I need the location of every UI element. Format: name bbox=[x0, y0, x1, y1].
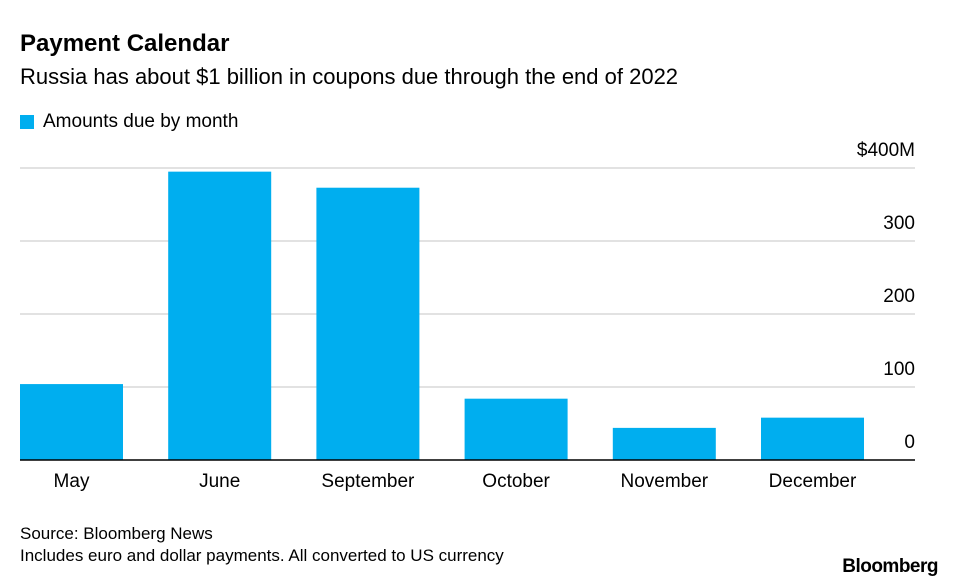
chart-title: Payment Calendar bbox=[20, 30, 230, 57]
x-tick-label: September bbox=[321, 471, 415, 492]
bar-october bbox=[464, 398, 568, 460]
x-tick-label: December bbox=[769, 471, 857, 492]
legend-label: Amounts due by month bbox=[43, 111, 239, 132]
y-tick-label: 100 bbox=[883, 359, 915, 380]
x-tick-label: June bbox=[199, 471, 240, 492]
x-tick-label: May bbox=[54, 471, 90, 492]
chart-subtitle: Russia has about $1 billion in coupons d… bbox=[20, 64, 679, 89]
x-tick-label: October bbox=[482, 471, 550, 492]
source-note: Source: Bloomberg News bbox=[20, 524, 213, 543]
bar-november bbox=[612, 427, 716, 460]
payment-note: Includes euro and dollar payments. All c… bbox=[20, 546, 504, 565]
bar-september bbox=[316, 187, 420, 460]
y-tick-label: 0 bbox=[904, 432, 915, 453]
y-tick-label: 300 bbox=[883, 213, 915, 234]
footnotes: Source: Bloomberg News Includes euro and… bbox=[20, 523, 504, 567]
bar-june bbox=[168, 171, 272, 460]
bar-may bbox=[20, 384, 123, 460]
bloomberg-logo: Bloomberg bbox=[842, 556, 938, 577]
x-tick-label: November bbox=[620, 471, 708, 492]
legend: Amounts due by month bbox=[20, 111, 238, 133]
y-tick-label: 200 bbox=[883, 286, 915, 307]
bar-december bbox=[761, 417, 864, 460]
y-tick-label: $400M bbox=[857, 140, 915, 161]
legend-swatch bbox=[20, 115, 34, 129]
